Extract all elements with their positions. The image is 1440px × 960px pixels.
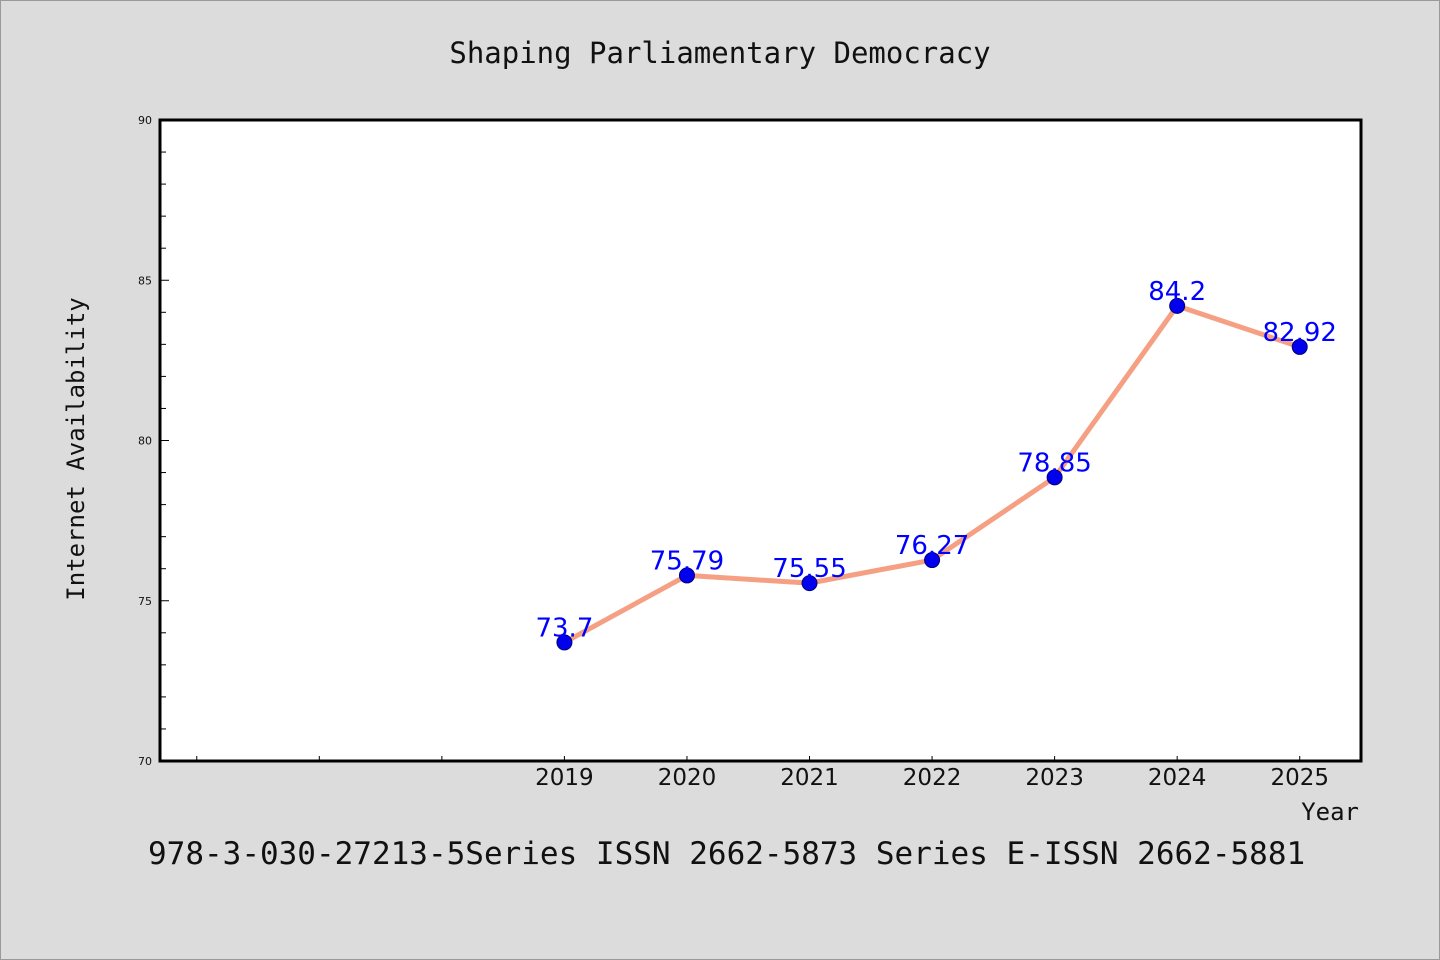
data-point <box>924 552 941 569</box>
y-tick-label: 80 <box>138 435 152 448</box>
plot-area <box>158 118 1363 763</box>
y-tick-label: 70 <box>138 755 152 768</box>
x-tick-label: 2019 <box>535 765 594 791</box>
data-point <box>1291 338 1308 355</box>
data-labels: 73.7 75.79 75.55 76.27 78.85 84.2 82.92 <box>535 277 1336 644</box>
data-point <box>801 575 818 592</box>
y-tick-label: 75 <box>138 595 152 608</box>
data-label: 78.85 <box>1017 448 1091 478</box>
data-point <box>678 567 695 584</box>
data-label: 82.92 <box>1263 318 1337 348</box>
data-label: 84.2 <box>1148 277 1206 307</box>
data-label: 75.55 <box>772 554 846 584</box>
x-tick-label: 2021 <box>780 765 839 791</box>
data-label: 75.79 <box>650 546 724 576</box>
x-tick-label: 2023 <box>1025 765 1084 791</box>
x-tick-label: 2025 <box>1270 765 1329 791</box>
x-tick-label: 2020 <box>658 765 717 791</box>
series-layer <box>556 297 1308 651</box>
data-label: 73.7 <box>535 613 593 643</box>
data-point <box>1169 297 1186 314</box>
data-point <box>556 634 573 651</box>
x-tick-label: 2022 <box>903 765 962 791</box>
x-tick-label: 2024 <box>1148 765 1207 791</box>
chart-title: Shaping Parliamentary Democracy <box>449 36 990 70</box>
y-axis-title: Internet Availability <box>62 297 90 600</box>
y-tick-label: 90 <box>138 114 152 127</box>
x-axis: 2019 2020 2021 2022 2023 2024 2025 <box>196 756 1329 791</box>
data-label: 76.27 <box>895 531 969 561</box>
x-axis-title: Year <box>1301 798 1359 826</box>
data-point <box>1046 469 1063 486</box>
y-axis: 70 75 80 85 90 <box>138 114 169 768</box>
y-tick-label: 85 <box>138 274 152 287</box>
footer-isbn-issn: 978-3-030-27213-5Series ISSN 2662-5873 S… <box>148 836 1305 872</box>
